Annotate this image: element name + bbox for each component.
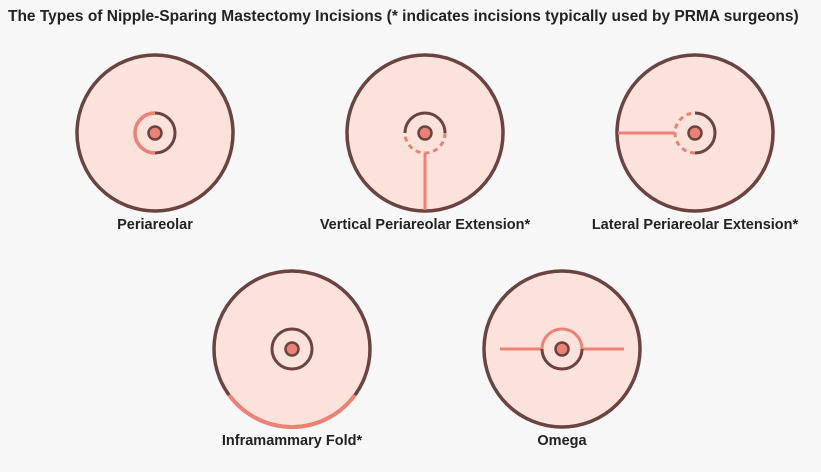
nipple-icon <box>147 125 163 141</box>
label-lateral-periareolar-extension: Lateral Periareolar Extension* <box>591 217 799 233</box>
omega-periareolar-incision <box>540 327 584 350</box>
nipple-icon <box>687 125 703 141</box>
vertical-periareolar-incision <box>403 132 447 155</box>
label-vertical-periareolar-extension: Vertical Periareolar Extension* <box>319 217 531 233</box>
lateral-periareolar-incision <box>673 111 696 155</box>
nipple-icon <box>284 341 300 357</box>
label-omega: Omega <box>537 433 587 449</box>
label-periareolar: Periareolar <box>117 217 193 233</box>
periareolar-breast-diagram <box>75 53 235 213</box>
nipple-icon <box>554 341 570 357</box>
inframammary-fold-incision <box>227 393 357 429</box>
periareolar-incision <box>133 111 156 155</box>
label-inframammary-fold: Inframammary Fold* <box>221 433 363 449</box>
omega-breast-diagram <box>482 269 642 429</box>
vertical-breast-diagram <box>345 53 505 213</box>
diagram-title: The Types of Nipple-Sparing Mastectomy I… <box>8 8 799 25</box>
lateral-breast-diagram <box>615 53 775 213</box>
nipple-icon <box>417 125 433 141</box>
inframammary-breast-diagram <box>212 269 372 429</box>
